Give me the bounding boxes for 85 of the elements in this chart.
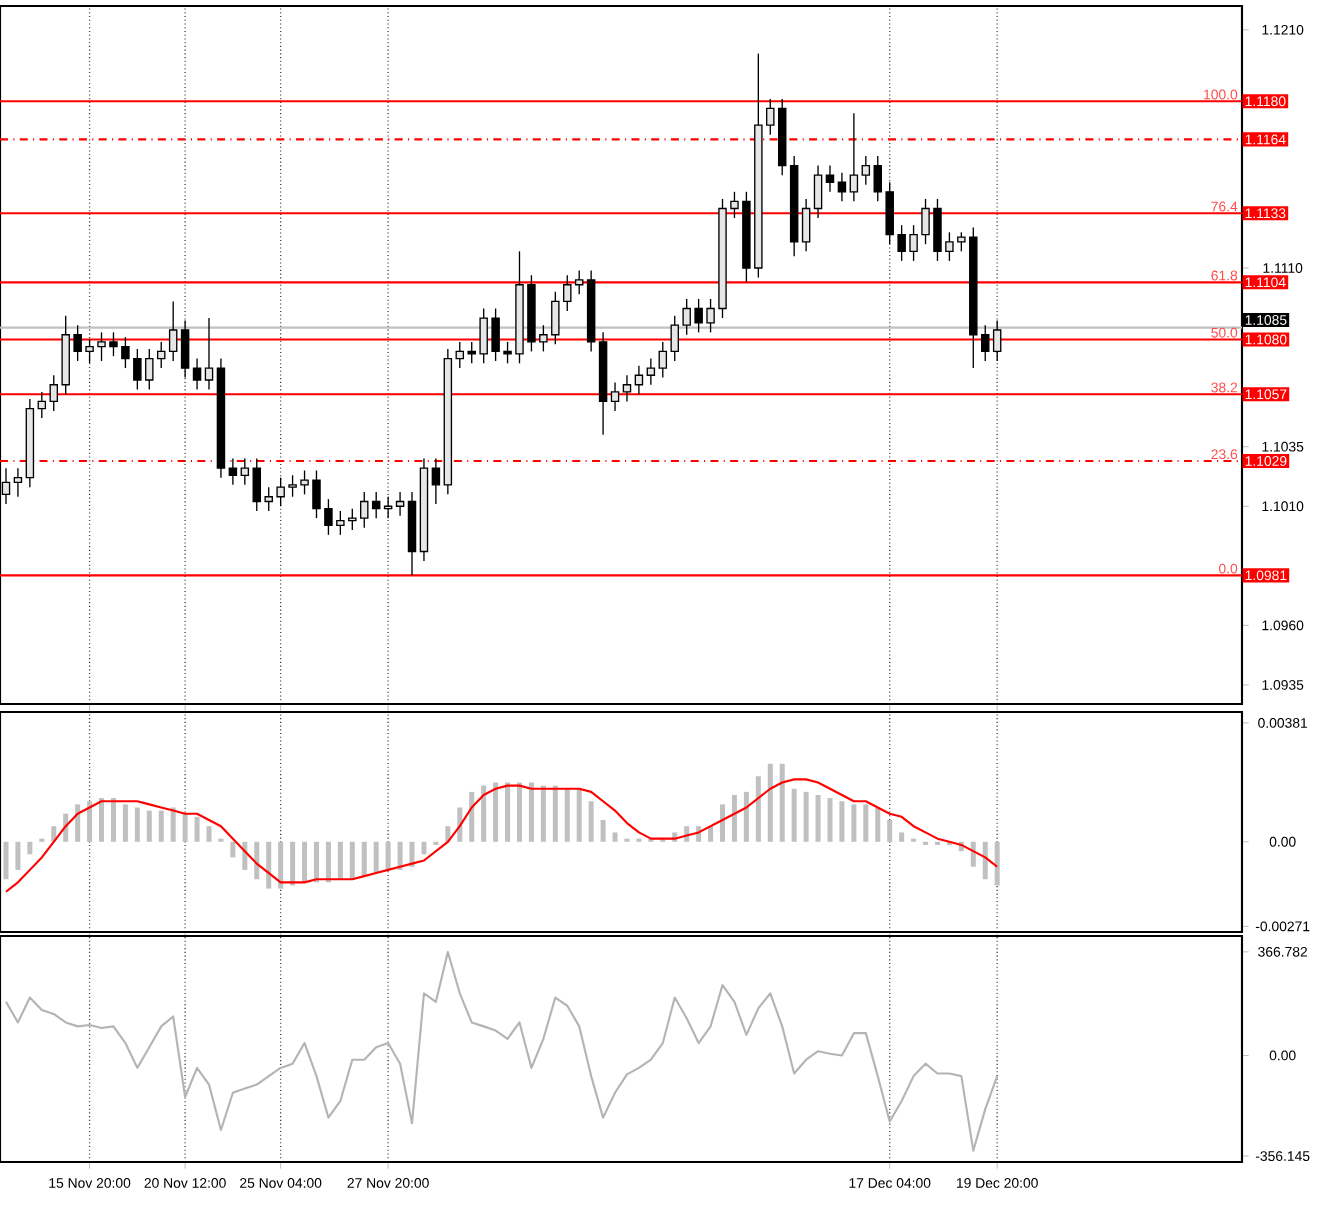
bar bbox=[899, 832, 905, 842]
bar bbox=[839, 801, 845, 842]
bar bbox=[552, 785, 558, 842]
bar bbox=[588, 801, 594, 842]
bar bbox=[815, 794, 821, 842]
bar bbox=[313, 841, 319, 883]
bar bbox=[779, 763, 785, 842]
bar bbox=[982, 841, 988, 880]
bar bbox=[970, 841, 976, 867]
bar bbox=[266, 841, 272, 889]
bar bbox=[516, 782, 522, 842]
bar bbox=[731, 794, 737, 842]
bar bbox=[290, 841, 296, 886]
candlestick bbox=[395, 491, 405, 517]
bar bbox=[851, 804, 857, 842]
bar bbox=[564, 788, 570, 842]
bar bbox=[361, 841, 367, 877]
bar bbox=[182, 813, 188, 842]
bar bbox=[230, 841, 236, 858]
bar bbox=[170, 807, 176, 842]
bar bbox=[146, 810, 152, 842]
bar bbox=[803, 791, 809, 842]
bar bbox=[421, 841, 427, 855]
bar bbox=[493, 782, 499, 842]
candlestick bbox=[37, 391, 47, 419]
bar bbox=[27, 841, 33, 855]
bar bbox=[767, 763, 773, 842]
bar bbox=[325, 841, 331, 883]
candlestick bbox=[204, 317, 214, 391]
bar bbox=[994, 841, 1000, 886]
bar bbox=[99, 798, 105, 842]
bar bbox=[206, 826, 212, 842]
bar bbox=[158, 810, 164, 842]
bar bbox=[505, 782, 511, 842]
bar bbox=[15, 841, 21, 870]
bar bbox=[278, 841, 284, 889]
bar bbox=[791, 788, 797, 842]
candlestick bbox=[168, 300, 178, 362]
bar bbox=[3, 841, 9, 880]
bar bbox=[87, 801, 93, 842]
bar bbox=[600, 819, 606, 842]
bar bbox=[743, 791, 749, 842]
candlestick bbox=[646, 357, 656, 386]
candlestick bbox=[813, 164, 823, 219]
candlestick bbox=[801, 198, 811, 253]
bar bbox=[134, 807, 140, 842]
candlestick bbox=[825, 164, 835, 193]
candlestick bbox=[622, 374, 632, 403]
candlestick bbox=[371, 491, 381, 519]
bar bbox=[385, 841, 391, 870]
line-series bbox=[4, 951, 999, 1152]
candlestick bbox=[192, 357, 202, 391]
bar bbox=[194, 816, 200, 842]
bar bbox=[302, 841, 308, 883]
bar bbox=[75, 804, 81, 842]
candlestick bbox=[240, 457, 250, 486]
bar bbox=[397, 841, 403, 870]
bar bbox=[528, 782, 534, 842]
bar bbox=[576, 788, 582, 842]
bar bbox=[122, 804, 128, 842]
candlestick bbox=[228, 457, 238, 486]
bar bbox=[708, 826, 714, 842]
bar bbox=[612, 832, 618, 842]
bar bbox=[110, 798, 116, 842]
bar bbox=[373, 841, 379, 873]
bar bbox=[827, 798, 833, 842]
bar bbox=[540, 785, 546, 842]
candlestick bbox=[431, 457, 441, 505]
candlestick bbox=[992, 319, 1002, 362]
bar bbox=[755, 776, 761, 842]
bar bbox=[349, 841, 355, 880]
bar bbox=[720, 804, 726, 842]
bar bbox=[863, 804, 869, 842]
bar bbox=[887, 819, 893, 842]
candlestick bbox=[13, 467, 23, 498]
bar bbox=[409, 841, 415, 867]
bar bbox=[469, 791, 475, 842]
bar bbox=[481, 785, 487, 842]
candlestick bbox=[849, 112, 859, 203]
candlestick bbox=[180, 319, 190, 379]
candlestick bbox=[610, 381, 620, 412]
bar bbox=[254, 841, 260, 880]
bar bbox=[337, 841, 343, 880]
bar bbox=[875, 807, 881, 842]
candlestick bbox=[861, 155, 871, 186]
